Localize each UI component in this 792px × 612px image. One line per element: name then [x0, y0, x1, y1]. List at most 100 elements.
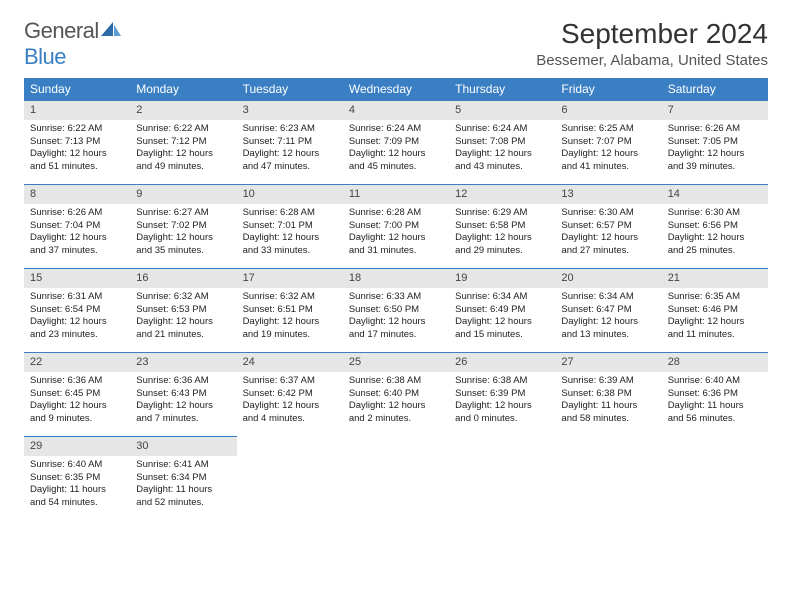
empty-cell [555, 437, 661, 521]
daylight-text: Daylight: 11 hours [136, 484, 230, 497]
day-number: 5 [449, 101, 555, 120]
sunset-text: Sunset: 7:12 PM [136, 136, 230, 149]
day-number: 20 [555, 269, 661, 288]
daylight-text: and 51 minutes. [30, 161, 124, 174]
sunrise-text: Sunrise: 6:40 AM [668, 375, 762, 388]
daylight-text: Daylight: 12 hours [349, 232, 443, 245]
daylight-text: and 23 minutes. [30, 329, 124, 342]
day-cell: 16Sunrise: 6:32 AMSunset: 6:53 PMDayligh… [130, 269, 236, 353]
sunrise-text: Sunrise: 6:28 AM [349, 207, 443, 220]
sunset-text: Sunset: 7:08 PM [455, 136, 549, 149]
brand-part1: General [24, 18, 99, 43]
daylight-text: Daylight: 12 hours [136, 316, 230, 329]
daylight-text: and 7 minutes. [136, 413, 230, 426]
daylight-text: Daylight: 12 hours [136, 148, 230, 161]
day-cell: 11Sunrise: 6:28 AMSunset: 7:00 PMDayligh… [343, 185, 449, 269]
sunset-text: Sunset: 6:46 PM [668, 304, 762, 317]
day-number: 21 [662, 269, 768, 288]
day-cell: 2Sunrise: 6:22 AMSunset: 7:12 PMDaylight… [130, 101, 236, 185]
sunset-text: Sunset: 6:54 PM [30, 304, 124, 317]
sunset-text: Sunset: 6:53 PM [136, 304, 230, 317]
empty-cell [449, 437, 555, 521]
daylight-text: and 39 minutes. [668, 161, 762, 174]
calendar-table: Sunday Monday Tuesday Wednesday Thursday… [24, 78, 768, 521]
daylight-text: and 17 minutes. [349, 329, 443, 342]
day-number: 15 [24, 269, 130, 288]
day-cell: 26Sunrise: 6:38 AMSunset: 6:39 PMDayligh… [449, 353, 555, 437]
daylight-text: Daylight: 12 hours [243, 316, 337, 329]
daylight-text: and 49 minutes. [136, 161, 230, 174]
day-cell: 13Sunrise: 6:30 AMSunset: 6:57 PMDayligh… [555, 185, 661, 269]
weekday-header: Monday [130, 78, 236, 101]
daylight-text: Daylight: 11 hours [30, 484, 124, 497]
brand-logo: General Blue [24, 18, 123, 70]
day-number: 18 [343, 269, 449, 288]
daylight-text: Daylight: 12 hours [668, 148, 762, 161]
daylight-text: and 19 minutes. [243, 329, 337, 342]
day-number: 17 [237, 269, 343, 288]
month-title: September 2024 [536, 18, 768, 50]
calendar-row: 8Sunrise: 6:26 AMSunset: 7:04 PMDaylight… [24, 185, 768, 269]
daylight-text: Daylight: 12 hours [455, 400, 549, 413]
sunrise-text: Sunrise: 6:37 AM [243, 375, 337, 388]
daylight-text: Daylight: 12 hours [668, 316, 762, 329]
sunrise-text: Sunrise: 6:25 AM [561, 123, 655, 136]
sunset-text: Sunset: 7:11 PM [243, 136, 337, 149]
daylight-text: and 21 minutes. [136, 329, 230, 342]
day-number: 29 [24, 437, 130, 456]
daylight-text: and 43 minutes. [455, 161, 549, 174]
daylight-text: Daylight: 12 hours [136, 400, 230, 413]
sunset-text: Sunset: 7:13 PM [30, 136, 124, 149]
sunrise-text: Sunrise: 6:30 AM [668, 207, 762, 220]
day-number: 30 [130, 437, 236, 456]
day-number: 3 [237, 101, 343, 120]
weekday-header: Thursday [449, 78, 555, 101]
sunrise-text: Sunrise: 6:24 AM [349, 123, 443, 136]
brand-text: General Blue [24, 18, 123, 70]
day-cell: 23Sunrise: 6:36 AMSunset: 6:43 PMDayligh… [130, 353, 236, 437]
day-cell: 20Sunrise: 6:34 AMSunset: 6:47 PMDayligh… [555, 269, 661, 353]
daylight-text: Daylight: 11 hours [561, 400, 655, 413]
day-number: 19 [449, 269, 555, 288]
day-cell: 1Sunrise: 6:22 AMSunset: 7:13 PMDaylight… [24, 101, 130, 185]
day-cell: 25Sunrise: 6:38 AMSunset: 6:40 PMDayligh… [343, 353, 449, 437]
day-cell: 7Sunrise: 6:26 AMSunset: 7:05 PMDaylight… [662, 101, 768, 185]
sunrise-text: Sunrise: 6:22 AM [136, 123, 230, 136]
daylight-text: and 56 minutes. [668, 413, 762, 426]
day-cell: 22Sunrise: 6:36 AMSunset: 6:45 PMDayligh… [24, 353, 130, 437]
sunset-text: Sunset: 7:07 PM [561, 136, 655, 149]
daylight-text: Daylight: 12 hours [243, 148, 337, 161]
sunset-text: Sunset: 7:00 PM [349, 220, 443, 233]
weekday-header: Tuesday [237, 78, 343, 101]
calendar-row: 15Sunrise: 6:31 AMSunset: 6:54 PMDayligh… [24, 269, 768, 353]
sunset-text: Sunset: 7:01 PM [243, 220, 337, 233]
daylight-text: and 9 minutes. [30, 413, 124, 426]
daylight-text: Daylight: 12 hours [561, 232, 655, 245]
day-number: 26 [449, 353, 555, 372]
daylight-text: Daylight: 12 hours [349, 148, 443, 161]
day-number: 12 [449, 185, 555, 204]
sunset-text: Sunset: 6:35 PM [30, 472, 124, 485]
day-cell: 24Sunrise: 6:37 AMSunset: 6:42 PMDayligh… [237, 353, 343, 437]
daylight-text: and 2 minutes. [349, 413, 443, 426]
day-number: 24 [237, 353, 343, 372]
day-number: 6 [555, 101, 661, 120]
day-cell: 10Sunrise: 6:28 AMSunset: 7:01 PMDayligh… [237, 185, 343, 269]
sunset-text: Sunset: 6:34 PM [136, 472, 230, 485]
sunset-text: Sunset: 6:47 PM [561, 304, 655, 317]
day-cell: 18Sunrise: 6:33 AMSunset: 6:50 PMDayligh… [343, 269, 449, 353]
daylight-text: and 33 minutes. [243, 245, 337, 258]
daylight-text: Daylight: 12 hours [349, 316, 443, 329]
daylight-text: and 41 minutes. [561, 161, 655, 174]
sunrise-text: Sunrise: 6:28 AM [243, 207, 337, 220]
day-cell: 17Sunrise: 6:32 AMSunset: 6:51 PMDayligh… [237, 269, 343, 353]
daylight-text: and 37 minutes. [30, 245, 124, 258]
sunrise-text: Sunrise: 6:26 AM [668, 123, 762, 136]
daylight-text: and 45 minutes. [349, 161, 443, 174]
sunrise-text: Sunrise: 6:29 AM [455, 207, 549, 220]
weekday-header: Wednesday [343, 78, 449, 101]
calendar-body: 1Sunrise: 6:22 AMSunset: 7:13 PMDaylight… [24, 101, 768, 521]
empty-cell [237, 437, 343, 521]
daylight-text: and 52 minutes. [136, 497, 230, 510]
daylight-text: and 47 minutes. [243, 161, 337, 174]
